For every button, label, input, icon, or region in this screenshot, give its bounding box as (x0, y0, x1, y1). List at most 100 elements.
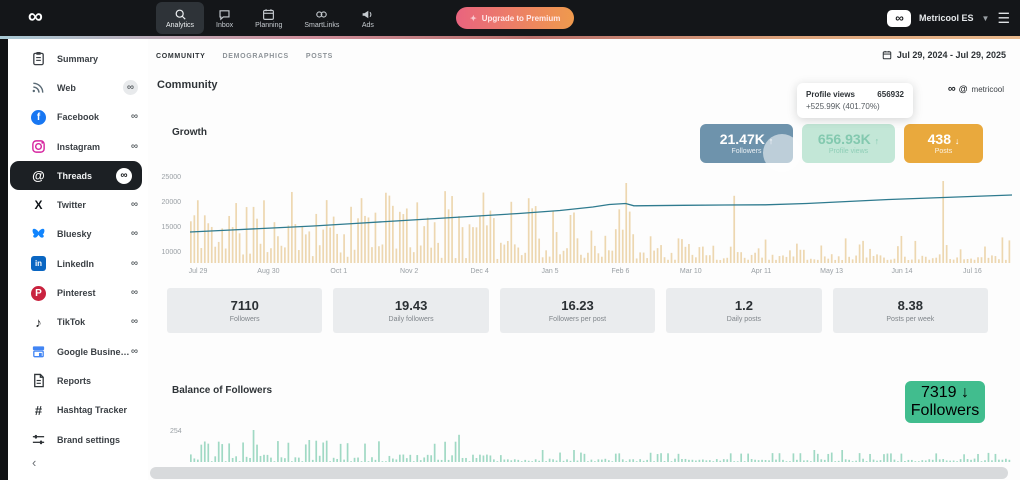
kpi-card-followers[interactable]: 21.47K ↑ Followers (700, 124, 793, 163)
threads-icon: @ (32, 168, 45, 184)
growth-chart-y-axis: 25000 20000 15000 10000 (161, 174, 181, 256)
planning-icon (262, 8, 275, 21)
reports-icon (30, 372, 47, 389)
top-navbar: ∞ Analytics Inbox Planning SmartLinks Ad… (0, 0, 1020, 36)
tooltip-delta: +525.99K (401.70%) (806, 102, 880, 111)
sidebar-item-threads[interactable]: @ Threads ∞ (10, 161, 142, 191)
inbox-icon (218, 8, 231, 21)
summary-icon (30, 50, 47, 67)
chevron-down-icon: ▼ (981, 13, 990, 23)
connected-account-name: metricool (971, 84, 1004, 94)
linkedin-icon: in (30, 255, 47, 272)
tooltip-value: 656932 (877, 90, 904, 99)
balance-chart-y-tick: 254 (170, 428, 182, 435)
date-range-label: Jul 29, 2024 - Jul 29, 2025 (896, 50, 1006, 60)
sidebar: Summary Web ∞ f Facebook ∞ Instagram ∞ @ Thre… (8, 39, 148, 480)
nav-tab-inbox[interactable]: Inbox (206, 2, 243, 34)
sidebar-item-sliders[interactable]: Brand settings (8, 425, 148, 454)
nav-tab-smartlinks[interactable]: SmartLinks (294, 2, 349, 34)
nav-tab-planning[interactable]: Planning (245, 2, 292, 34)
growth-section-title: Growth (172, 127, 207, 138)
account-logo-icon: ∞ (887, 9, 911, 27)
pinterest-icon: P (30, 285, 47, 302)
tooltip-label: Profile views (806, 90, 855, 99)
sidebar-item-facebook[interactable]: f Facebook ∞ (8, 103, 148, 132)
sidebar-item-summary[interactable]: Summary (8, 44, 148, 73)
infinity-badge-icon: ∞ (130, 287, 138, 299)
upgrade-premium-button[interactable]: ✦ Upgrade to Premium (456, 7, 575, 29)
sidebar-item-linkedin[interactable]: in LinkedIn ∞ (8, 249, 148, 278)
calendar-icon (882, 50, 892, 60)
arrow-down-icon: ↓ (961, 384, 970, 401)
infinity-badge-icon: ∞ (130, 257, 138, 269)
growth-stats-row: 7110 Followers 19.43 Daily followers 16.23 Fo… (167, 288, 989, 333)
balance-chart[interactable] (190, 427, 1012, 463)
instagram-icon (30, 138, 47, 155)
tab-demographics[interactable]: DEMOGRAPHICS (222, 53, 289, 60)
balance-kpi-value: 7319 ↓ (920, 384, 970, 401)
sidebar-item-reports[interactable]: Reports (8, 366, 148, 395)
sidebar-item-bluesky[interactable]: Bluesky ∞ (8, 220, 148, 249)
smartlinks-icon (315, 8, 328, 21)
stat-card-posts-per-week: 8.38 Posts per week (832, 288, 989, 333)
kpi-card-posts[interactable]: 438 ↓ Posts (904, 124, 983, 163)
infinity-badge-icon: ∞ (130, 316, 138, 328)
sidebar-item-hashtag[interactable]: # Hashtag Tracker (8, 396, 148, 425)
sidebar-item-instagram[interactable]: Instagram ∞ (8, 132, 148, 161)
horizontal-scrollbar[interactable] (150, 467, 1008, 479)
infinity-badge-icon: ∞ (130, 228, 138, 240)
facebook-icon: f (30, 109, 47, 126)
account-selector[interactable]: Metricool ES (919, 13, 974, 23)
metricool-mini-logo-icon: ∞ (947, 83, 956, 95)
premium-star-icon: ✦ (470, 13, 477, 23)
main-content: COMMUNITY DEMOGRAPHICS POSTS Jul 29, 2024 … (148, 39, 1020, 480)
nav-tab-analytics[interactable]: Analytics (156, 2, 205, 34)
stat-card-daily-posts: 1.2 Daily posts (666, 288, 822, 333)
ads-icon (361, 8, 374, 21)
hashtag-icon: # (34, 402, 43, 418)
brand-gradient-divider (0, 36, 1020, 39)
growth-chart[interactable] (190, 172, 1012, 265)
page-title: Community (157, 79, 218, 91)
balance-kpi-label: Followers (910, 402, 980, 419)
infinity-badge-icon: ∞ (130, 140, 138, 152)
infinity-badge-icon: ∞ (130, 345, 138, 357)
stat-card-followers: 7110 Followers (167, 288, 323, 333)
sidebar-item-twitter[interactable]: X Twitter ∞ (8, 190, 148, 219)
sidebar-edge-strip (0, 39, 8, 480)
infinity-badge-icon: ∞ (130, 199, 138, 211)
threads-mini-icon: @ (958, 84, 968, 94)
menu-icon[interactable]: ☰ (997, 10, 1010, 26)
infinity-badge-icon: ∞ (130, 111, 138, 123)
upgrade-label: Upgrade to Premium (481, 13, 561, 23)
sidebar-item-pinterest[interactable]: P Pinterest ∞ (8, 278, 148, 307)
kpi-card-profile-views[interactable]: 656.93K ↑ Profile views (802, 124, 895, 163)
twitter-icon: X (34, 198, 43, 213)
analytics-section-tabs: COMMUNITY DEMOGRAPHICS POSTS (156, 53, 333, 60)
sliders-icon (30, 431, 47, 448)
infinity-badge-icon: ∞ (116, 167, 132, 184)
nav-tabs: Analytics Inbox Planning SmartLinks Ads (155, 0, 385, 36)
connected-account[interactable]: ∞ @ metricool (948, 83, 1004, 95)
sidebar-collapse-button[interactable]: ‹ (32, 455, 37, 470)
sidebar-item-web[interactable]: Web ∞ (8, 73, 148, 102)
stat-card-followers-per-post: 16.23 Followers per post (499, 288, 656, 333)
tab-community[interactable]: COMMUNITY (156, 53, 206, 60)
growth-chart-x-axis: Jul 29 Aug 30 Oct 1 Nov 2 Dec 4 Jan 5 Feb 6 Mar… (188, 268, 982, 275)
tab-posts[interactable]: POSTS (305, 53, 334, 60)
chart-tooltip: Profile views 656932 +525.99K (401.70%) (797, 83, 913, 118)
balance-section-title: Balance of Followers (172, 385, 273, 396)
tiktok-icon: ♪ (35, 314, 42, 330)
navbar-right: ∞ Metricool ES ▼ ☰ (887, 0, 1010, 36)
web-icon (30, 79, 47, 96)
bluesky-icon (30, 226, 47, 243)
date-range-picker[interactable]: Jul 29, 2024 - Jul 29, 2025 (882, 50, 1006, 60)
sidebar-item-google-business[interactable]: Google Business ...∞ (8, 337, 148, 366)
growth-kpi-row: 21.47K ↑ Followers 656.93K ↑ Profile view… (700, 124, 983, 163)
nav-tab-ads[interactable]: Ads (351, 2, 384, 34)
balance-followers-kpi[interactable]: 7319 ↓ Followers (905, 381, 985, 423)
analytics-icon (174, 8, 187, 21)
stat-card-daily-followers: 19.43 Daily followers (333, 288, 489, 333)
sidebar-item-tiktok[interactable]: ♪ TikTok ∞ (8, 308, 148, 337)
metricool-logo-icon[interactable]: ∞ (28, 5, 43, 28)
